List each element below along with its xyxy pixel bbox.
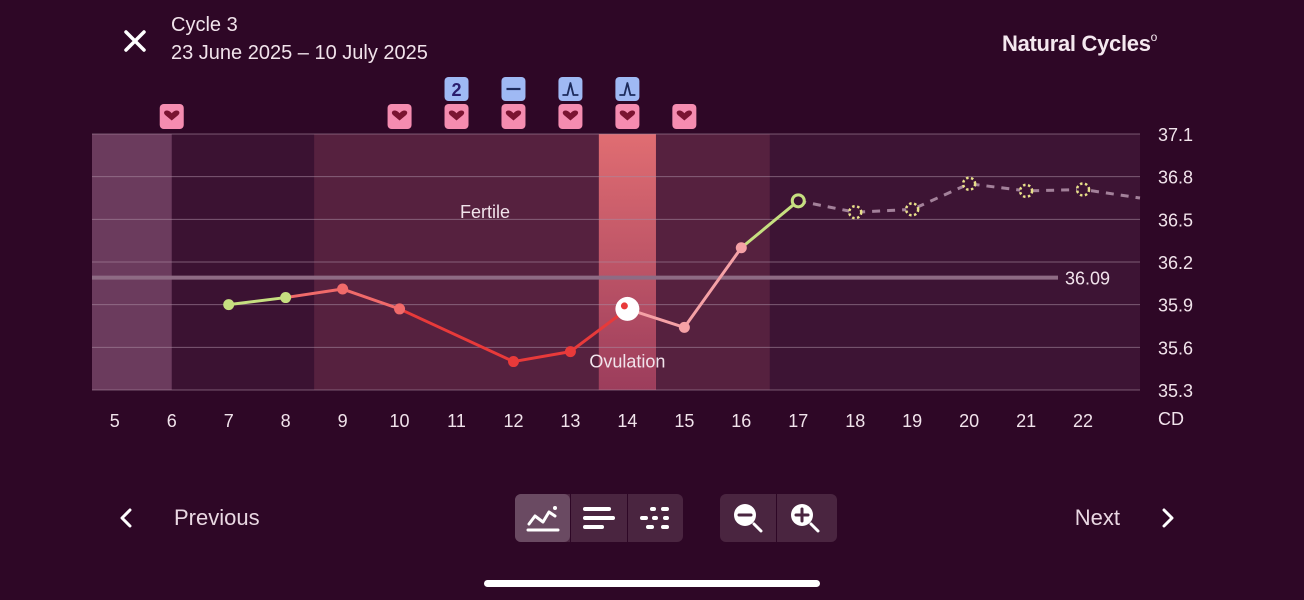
x-tick-label: 19 [902,411,922,431]
next-button[interactable]: Next [1075,500,1178,536]
latest-point [790,193,806,209]
y-tick-label: 36.2 [1158,253,1193,273]
view-mode-toggle [515,494,683,542]
x-tick-label: 12 [503,411,523,431]
data-point [337,283,349,295]
previous-label: Previous [174,505,260,530]
series-segment [341,287,402,311]
series-segment [227,296,288,307]
heart-icon [164,110,180,121]
data-point [564,346,576,358]
test-badge [615,77,640,101]
heart-icon [505,110,522,121]
data-point [223,299,235,311]
peak-icon [619,82,636,96]
dots-view-button[interactable] [628,494,683,542]
series-segment [682,246,743,329]
test-badge [558,77,583,101]
y-tick-label: 36.5 [1158,210,1193,230]
y-tick-label: 35.3 [1158,381,1193,401]
chevron-right-icon [1162,508,1174,528]
close-icon [124,30,146,52]
next-label: Next [1074,505,1120,530]
predicted-point [961,176,977,192]
x-tick-label: 20 [959,411,979,431]
zoom-in-button[interactable] [777,494,833,542]
heart-icon [676,110,693,121]
series-segment [511,350,572,364]
x-axis-label: CD [1158,409,1184,429]
list-view-icon [583,507,615,529]
series-segment [739,199,800,250]
x-tick-label: 18 [845,411,865,431]
graph-view-button[interactable] [515,494,571,542]
x-tick-label: 21 [1016,411,1036,431]
brand-logo: Natural Cycleso [1002,29,1158,57]
x-tick-label: 11 [447,411,466,431]
series-segment [284,287,345,300]
x-tick-label: 16 [731,411,751,431]
heart-icon [562,110,579,121]
coverline-label: 36.09 [1065,269,1110,289]
brand-name: Natural Cycles [1002,31,1151,56]
x-tick-label: 14 [617,411,637,431]
data-point [735,242,747,254]
x-tick-label: 6 [167,411,177,431]
series-points [223,176,1091,368]
zoom-controls [720,494,837,542]
zoom-out-button[interactable] [720,494,776,542]
close-button[interactable] [120,26,150,56]
cycle-date-range: 23 June 2025 – 10 July 2025 [171,42,428,64]
data-point [507,356,519,368]
chart-grid [92,133,1140,391]
home-indicator[interactable] [484,580,820,587]
chevron-left-icon [120,508,132,528]
coverline: 36.09 [92,269,1110,289]
y-tick-label: 35.6 [1158,338,1193,358]
zone-labels: Fertile Ovulation [460,202,665,371]
fertile-label: Fertile [460,202,510,222]
y-tick-label: 35.9 [1158,296,1193,316]
zoom-in-icon [791,504,820,533]
x-tick-label: 15 [674,411,694,431]
brand-mark: o [1150,29,1158,44]
test-count-label: 2 [452,80,462,100]
test-badge [444,77,469,101]
day-markers: 2 [159,77,697,129]
y-tick-label: 36.8 [1158,168,1193,188]
ovulation-point-dot [620,302,628,310]
data-point [394,303,406,315]
heart-icon [391,110,408,121]
y-tick-label: 37.1 [1158,125,1193,145]
predicted-point [904,202,920,217]
data-point [678,321,690,333]
heart-icon [619,110,636,121]
list-view-button[interactable] [571,494,626,542]
x-tick-label: 10 [390,411,410,431]
cycle-title: Cycle 3 [171,14,238,36]
x-tick-label: 13 [560,411,580,431]
x-tick-label: 8 [281,411,291,431]
x-tick-label: 22 [1073,411,1093,431]
x-tick-label: 17 [788,411,808,431]
data-point [280,292,292,304]
predicted-point [1018,183,1034,199]
axis-ticks: 37.1 36.8 36.5 36.2 35.9 35.6 35.3 5 6 7 8 9 10 11 12 1… [110,125,1193,431]
predicted-point [1075,182,1091,197]
zoom-out-icon [734,504,763,533]
peak-icon [562,82,579,96]
x-tick-label: 7 [224,411,234,431]
series-segment [398,307,515,364]
graph-view-icon [526,506,560,532]
ovulation-point [615,296,640,321]
previous-button[interactable]: Previous [116,500,260,536]
x-tick-label: 5 [110,411,120,431]
ovulation-label: Ovulation [589,352,665,372]
heart-icon [448,110,465,121]
x-tick-label: 9 [338,411,348,431]
predicted-point [847,204,863,220]
dots-view-icon [640,507,670,529]
